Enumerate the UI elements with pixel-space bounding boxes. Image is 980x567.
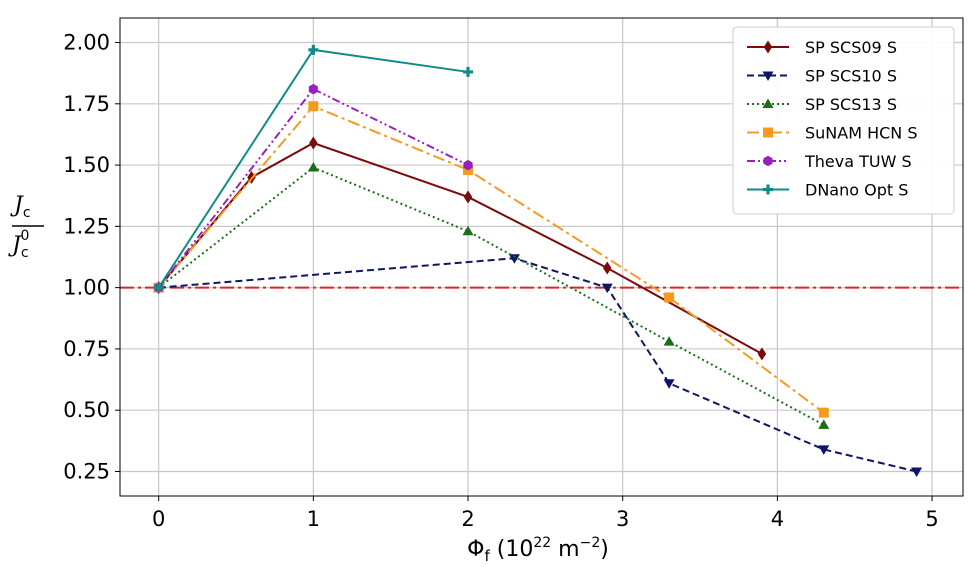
legend-label: SP SCS09 S — [805, 38, 897, 57]
tick-layer: 0 1 2 3 4 5 0.25 0.50 0.75 1.00 1.25 1.50 1.75 2.00 — [63, 31, 939, 531]
y-axis-label: Jc Jc0 — [8, 193, 44, 261]
series-line — [158, 257, 917, 473]
legend-box — [732, 26, 955, 215]
x-tick-label: 0 — [152, 507, 165, 531]
y-tick-label: 1.00 — [63, 276, 110, 300]
legend-label: SP SCS10 S — [805, 67, 897, 86]
x-tick-label: 3 — [616, 507, 629, 531]
x-tick-label: 2 — [461, 507, 474, 531]
data-point-marker — [508, 254, 520, 264]
series-line — [158, 166, 825, 426]
y-tick-label: 1.25 — [63, 214, 110, 238]
data-point-marker — [307, 162, 319, 172]
data-point-marker — [463, 190, 473, 204]
x-tick-label: 5 — [925, 507, 938, 531]
data-point-marker — [763, 40, 773, 54]
legend-label: Theva TUW S — [804, 152, 912, 171]
x-axis-label: Φf (1022 m−2) — [467, 535, 609, 565]
y-tick-label: 0.50 — [63, 398, 110, 422]
data-point-marker — [763, 155, 773, 167]
data-point-marker — [762, 71, 774, 81]
data-point-marker — [663, 336, 675, 346]
data-point-marker — [763, 184, 773, 195]
plot-frame — [119, 17, 964, 497]
legend: SP SCS09 S SP SCS10 S SP SCS13 S SuNAM HCN … — [732, 26, 955, 215]
data-point-marker — [153, 282, 164, 293]
series — [153, 162, 830, 429]
svg-text:Jc0: Jc0 — [8, 228, 29, 261]
data-point-marker — [818, 445, 830, 455]
data-point-marker — [762, 98, 774, 108]
data-point-marker — [664, 292, 675, 303]
y-tick-label: 0.75 — [63, 337, 110, 361]
data-point-marker — [308, 44, 319, 55]
legend-label: SuNAM HCN S — [805, 124, 918, 143]
data-point-marker — [818, 407, 829, 418]
data-point-marker — [309, 136, 318, 150]
data-point-marker — [911, 467, 923, 477]
data-point-marker — [763, 127, 773, 138]
series — [154, 136, 767, 361]
series-line — [157, 105, 825, 414]
y-tick-label: 2.00 — [63, 31, 110, 55]
data-point-marker — [601, 283, 613, 294]
data-point-marker — [757, 347, 767, 361]
series — [153, 44, 474, 293]
x-tick-label: 1 — [307, 507, 320, 531]
svg-text:Jc: Jc — [10, 193, 31, 221]
y-tick-label: 1.50 — [63, 153, 110, 177]
legend-label: DNano Opt S — [805, 181, 908, 200]
data-point-marker — [463, 66, 474, 77]
data-point-marker — [818, 419, 830, 429]
series-layer — [153, 44, 923, 477]
data-point-marker — [602, 261, 612, 275]
data-point-marker — [462, 225, 474, 236]
y-tick-label: 1.75 — [63, 92, 110, 116]
legend-label: SP SCS13 S — [805, 95, 897, 114]
data-point-marker — [663, 379, 675, 389]
data-point-marker — [308, 101, 319, 112]
data-point-marker — [463, 159, 473, 171]
y-tick-label: 0.25 — [63, 459, 110, 483]
data-point-marker — [308, 83, 318, 95]
x-tick-label: 4 — [771, 507, 784, 531]
